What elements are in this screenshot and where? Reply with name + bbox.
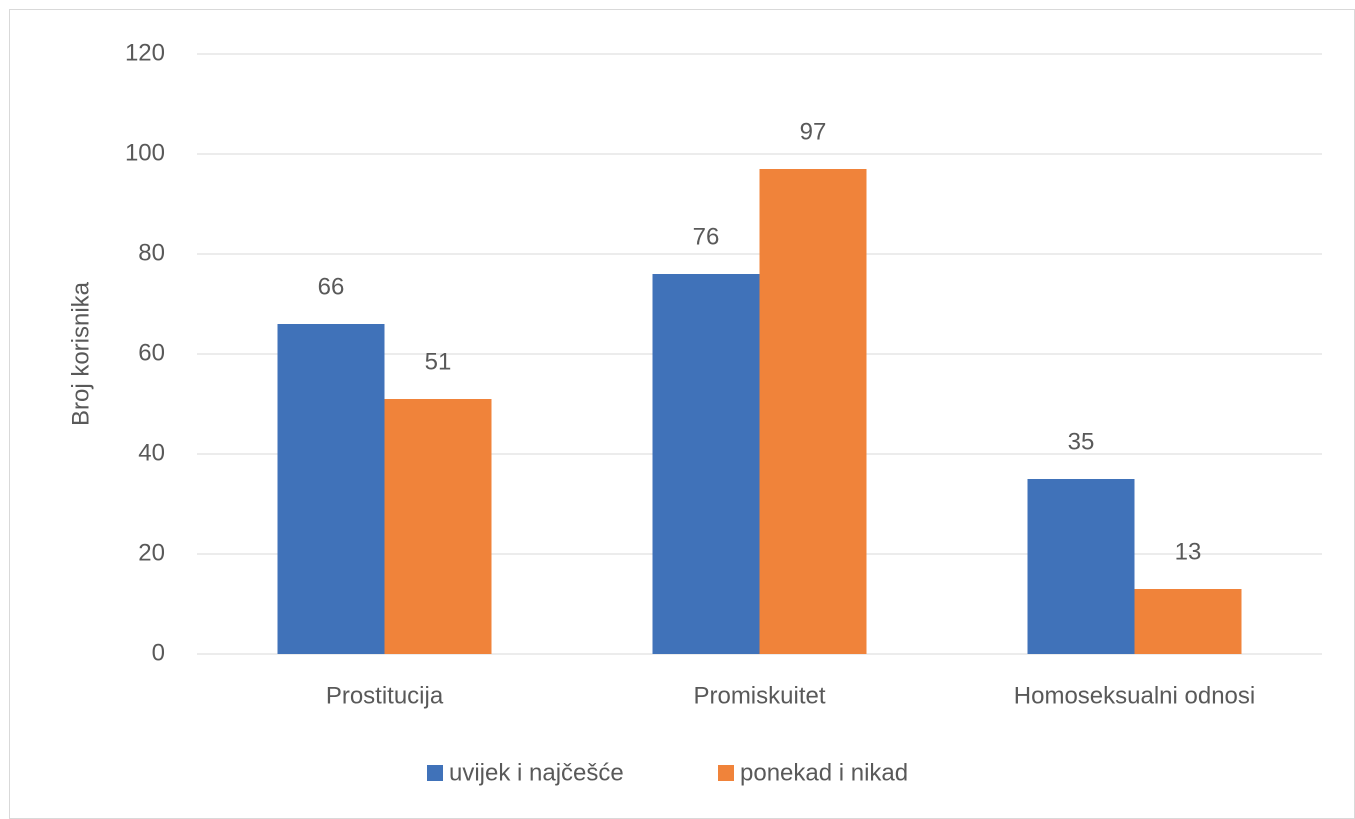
y-tick-label: 120: [125, 39, 165, 66]
bar: [652, 274, 760, 654]
y-tick-label: 80: [138, 239, 165, 266]
data-label: 97: [800, 118, 827, 145]
legend-swatch: [718, 765, 734, 781]
data-label: 13: [1175, 538, 1202, 565]
y-axis-label: Broj korisnika: [67, 281, 94, 426]
legend-label: uvijek i najčešće: [449, 759, 624, 786]
x-tick-label: Homoseksualni odnosi: [1014, 682, 1255, 709]
bar: [384, 399, 492, 654]
data-label: 35: [1068, 428, 1095, 455]
bar: [277, 324, 385, 654]
y-tick-label: 60: [138, 339, 165, 366]
data-label: 66: [318, 273, 345, 300]
x-tick-label: Promiskuitet: [693, 682, 825, 709]
legend-label: ponekad i nikad: [740, 759, 908, 786]
data-label: 76: [693, 223, 720, 250]
x-tick-label: Prostitucija: [326, 682, 444, 709]
bar: [759, 169, 867, 654]
bar: [1027, 479, 1135, 654]
y-tick-label: 40: [138, 439, 165, 466]
data-label: 51: [425, 348, 452, 375]
bar: [1134, 589, 1242, 654]
y-tick-label: 0: [152, 639, 165, 666]
legend-swatch: [427, 765, 443, 781]
y-tick-label: 100: [125, 139, 165, 166]
y-tick-label: 20: [138, 539, 165, 566]
